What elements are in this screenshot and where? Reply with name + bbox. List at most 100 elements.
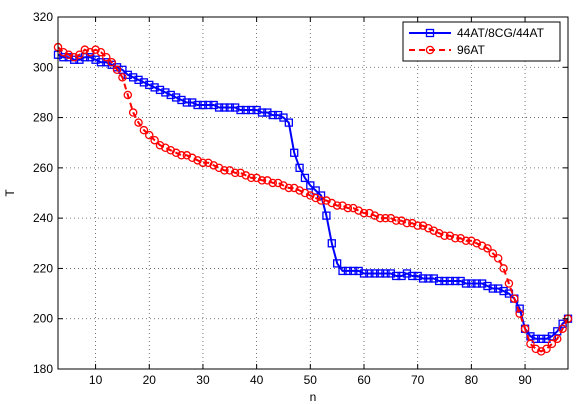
x-tick-label: 80 — [465, 373, 479, 387]
data-point — [370, 211, 379, 220]
legend-marker — [425, 45, 435, 55]
data-point — [236, 105, 245, 115]
data-point — [531, 344, 541, 354]
data-point — [332, 201, 342, 210]
data-point — [214, 103, 224, 112]
data-point — [295, 163, 304, 173]
data-point — [134, 75, 143, 85]
data-point — [537, 334, 546, 343]
data-point — [483, 244, 492, 253]
y-tick-label: 260 — [33, 161, 53, 175]
data-point — [402, 269, 412, 278]
data-point — [155, 140, 165, 150]
data-point — [150, 83, 159, 92]
data-point — [375, 269, 385, 278]
data-point — [91, 55, 100, 64]
data-point — [59, 47, 68, 57]
series-2 — [53, 42, 573, 356]
data-point — [188, 98, 197, 107]
data-point — [284, 183, 294, 193]
data-point — [268, 178, 277, 188]
y-tick-label: 240 — [33, 211, 53, 225]
x-tick-label: 60 — [357, 373, 371, 387]
data-point — [230, 168, 240, 178]
data-point — [504, 279, 514, 288]
x-tick-label: 30 — [196, 373, 210, 387]
data-point — [263, 108, 272, 117]
data-point — [440, 231, 449, 240]
data-point — [343, 266, 353, 276]
data-point — [467, 236, 476, 246]
data-point — [252, 173, 261, 183]
data-point — [182, 151, 192, 160]
legend-box — [402, 21, 561, 62]
data-point — [386, 213, 396, 223]
y-axis-label: T — [3, 189, 17, 197]
data-point — [91, 45, 100, 54]
data-point — [86, 53, 95, 62]
data-point — [413, 221, 422, 230]
data-point — [139, 125, 149, 135]
data-point — [429, 226, 439, 235]
data-point — [381, 213, 390, 223]
data-point — [129, 73, 138, 82]
data-point — [268, 110, 277, 120]
data-point — [381, 269, 390, 278]
data-point — [526, 339, 535, 349]
data-point — [461, 279, 471, 288]
data-point — [461, 236, 471, 246]
data-point — [354, 206, 363, 215]
data-point — [445, 231, 455, 240]
data-point — [413, 271, 422, 281]
data-point — [107, 58, 116, 67]
data-point — [418, 221, 428, 230]
data-point — [225, 166, 235, 175]
x-tick-label: 10 — [89, 373, 103, 387]
data-point — [128, 108, 138, 117]
x-tick-label: 40 — [250, 373, 264, 387]
data-point — [418, 274, 428, 283]
data-point — [273, 178, 283, 188]
data-point — [327, 198, 337, 208]
data-point — [472, 279, 481, 288]
data-point — [155, 85, 165, 95]
x-axis-label: n — [310, 390, 317, 404]
data-point — [531, 334, 540, 343]
data-point — [386, 269, 395, 278]
data-point — [96, 47, 106, 57]
data-point — [434, 228, 444, 238]
data-point — [349, 203, 358, 213]
data-point — [451, 234, 460, 243]
data-point — [424, 223, 433, 233]
data-point — [236, 168, 245, 178]
data-point — [370, 269, 379, 278]
data-point — [472, 239, 481, 248]
data-point — [209, 161, 218, 170]
data-point — [488, 249, 498, 258]
data-point — [64, 50, 73, 59]
data-point — [225, 103, 234, 112]
data-point — [193, 100, 202, 110]
data-point — [306, 181, 315, 190]
data-point — [102, 58, 111, 67]
data-point — [424, 274, 433, 283]
y-tick-label: 280 — [33, 111, 53, 125]
data-point — [327, 239, 336, 248]
data-point — [295, 186, 304, 195]
y-tick-label: 220 — [33, 261, 53, 275]
data-point — [456, 234, 465, 243]
data-point — [316, 196, 326, 205]
data-point — [145, 130, 154, 140]
data-point — [69, 52, 79, 62]
data-point — [220, 103, 229, 112]
data-point — [247, 105, 256, 115]
data-point — [300, 173, 310, 183]
data-point — [451, 276, 460, 286]
data-point — [85, 47, 95, 57]
data-point — [300, 188, 310, 198]
data-point — [279, 181, 288, 190]
data-point — [397, 216, 406, 225]
data-point — [161, 143, 170, 152]
data-point — [456, 276, 465, 286]
